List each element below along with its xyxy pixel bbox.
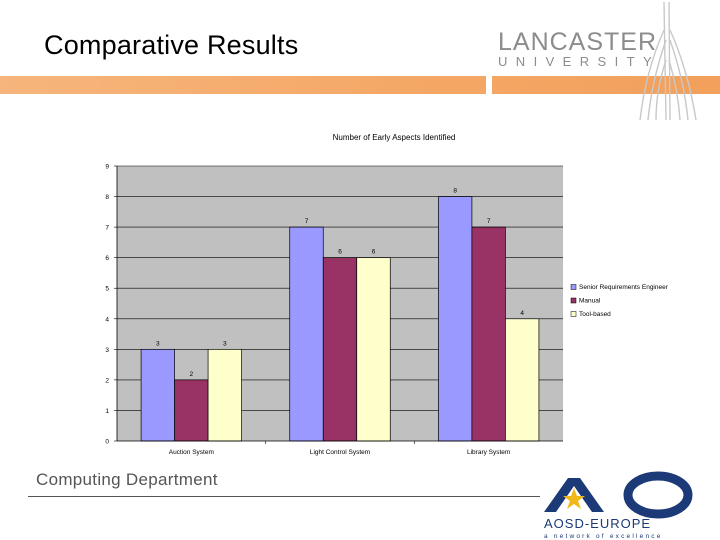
legend-swatch	[570, 297, 577, 304]
data-label: 2	[190, 371, 194, 378]
y-tick-label: 0	[105, 439, 109, 446]
y-tick-label: 7	[105, 225, 109, 232]
category-label: Light Control System	[310, 449, 370, 456]
data-label: 7	[487, 218, 491, 225]
aosd-europe-logo: AOSD-EUROPE a network of excellence	[544, 471, 693, 540]
y-tick-label: 6	[105, 255, 109, 262]
title-bar-gap	[486, 76, 492, 94]
data-label: 6	[372, 249, 376, 256]
bar	[505, 318, 540, 442]
y-tick-label: 1	[105, 408, 109, 415]
lancaster-logo-text: LANCASTER	[498, 28, 658, 56]
aosd-o-icon	[623, 471, 693, 519]
bar	[140, 348, 175, 442]
category-label: Auction System	[169, 449, 214, 456]
bar	[174, 379, 209, 442]
bar-chart: Number of Early Aspects Identified 3 2 3 7 6…	[105, 133, 669, 456]
category-label: Library System	[467, 449, 510, 456]
aosd-europe-text: AOSD-EUROPE	[544, 516, 651, 531]
y-tick-label: 2	[105, 377, 109, 384]
bar	[322, 257, 358, 442]
bar	[438, 196, 473, 442]
y-tick-label: 3	[105, 347, 109, 354]
title-accent-bar	[0, 76, 720, 94]
bar	[207, 348, 242, 442]
aosd-tagline-text: a network of excellence	[544, 533, 663, 540]
aosd-a-icon	[544, 478, 604, 512]
legend-swatch	[570, 284, 577, 290]
data-label: 7	[305, 218, 309, 225]
legend-label: Manual	[579, 298, 601, 305]
footer-divider	[28, 496, 540, 497]
bar	[471, 226, 506, 442]
slide-title: Comparative Results	[44, 30, 299, 60]
data-label: 4	[520, 310, 524, 317]
y-tick-label: 8	[105, 194, 109, 201]
bar	[356, 257, 391, 442]
y-tick-label: 4	[105, 316, 109, 323]
y-tick-label: 5	[105, 286, 109, 293]
data-label: 3	[223, 340, 227, 347]
legend-label: Tool-based	[579, 311, 611, 318]
y-tick-label: 9	[105, 164, 109, 171]
legend-swatch	[570, 311, 577, 317]
legend-label: Senior Requirements Engineer	[579, 284, 669, 291]
aosd-star-icon	[563, 488, 585, 509]
data-label: 3	[156, 340, 160, 347]
department-label: Computing Department	[36, 470, 218, 489]
data-label: 6	[338, 249, 342, 256]
data-label: 8	[453, 188, 457, 195]
bar	[289, 226, 324, 442]
lancaster-crest-icon	[639, 1, 697, 121]
university-logo-text: UNIVERSITY	[498, 54, 661, 69]
chart-title: Number of Early Aspects Identified	[333, 133, 456, 142]
